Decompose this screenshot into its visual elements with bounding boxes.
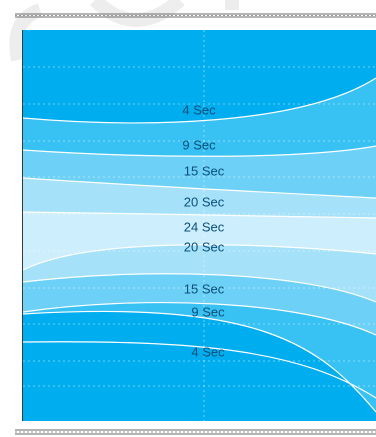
top-frame-rule [15, 13, 376, 18]
band-center-24-sec [23, 212, 376, 270]
label-9-sec-bottom: 9 Sec [191, 304, 225, 319]
label-4-sec-top: 4 Sec [182, 102, 216, 117]
label-20-sec-top: 20 Sec [184, 194, 225, 209]
label-15-sec-top: 15 Sec [184, 163, 225, 178]
watermark-arcs [9, 0, 239, 62]
grid-lines [23, 30, 376, 421]
label-24-sec: 24 Sec [184, 219, 225, 234]
bottom-frame-rule [15, 429, 376, 435]
band-labels: 4 Sec 9 Sec 15 Sec 20 Sec 24 Sec 20 Sec … [182, 102, 225, 359]
label-20-sec-bottom: 20 Sec [184, 239, 225, 254]
label-4-sec-bottom: 4 Sec [191, 344, 225, 359]
label-15-sec-bottom: 15 Sec [184, 281, 225, 296]
label-9-sec-top: 9 Sec [182, 137, 216, 152]
band-boundaries [23, 77, 376, 413]
